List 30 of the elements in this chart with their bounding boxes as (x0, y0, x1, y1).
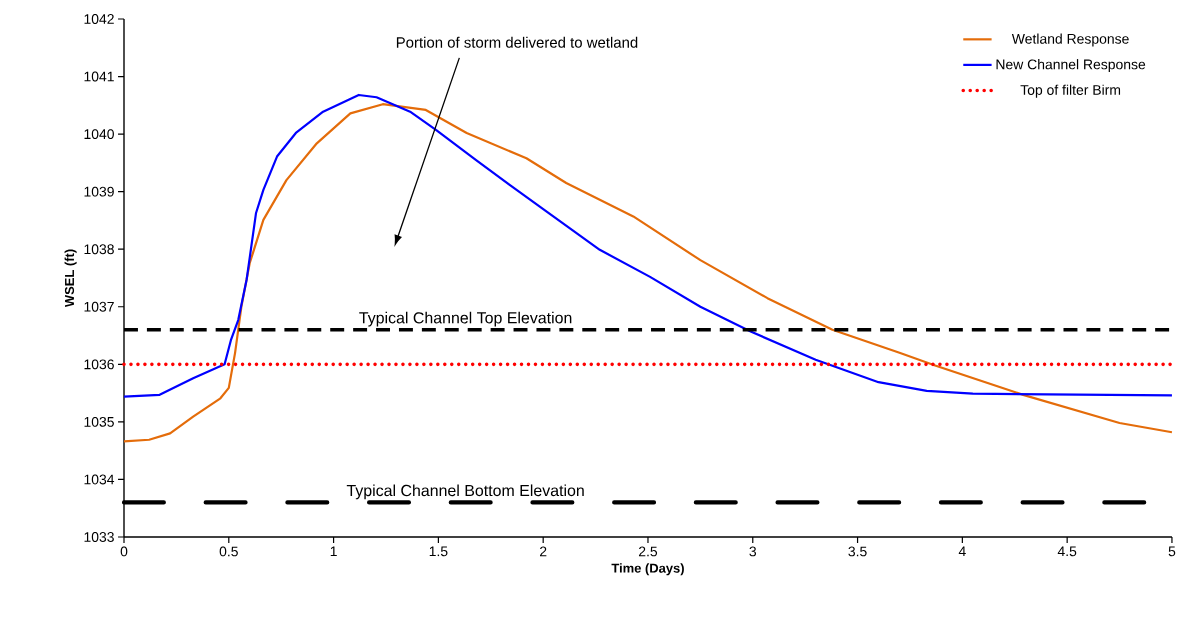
ref-line-label: Typical Channel Top Elevation (359, 311, 572, 327)
x-tick-label: 2.5 (638, 546, 658, 557)
y-tick-label: 1033 (84, 532, 114, 542)
x-tick-label: 1 (330, 546, 337, 557)
x-tick-label: 0.5 (219, 546, 238, 557)
line-series (122, 103, 1174, 443)
y-tick-label: 1034 (84, 474, 115, 485)
x-tick-label: 3 (749, 546, 757, 557)
y-tick-label: 1036 (84, 359, 114, 370)
ref-line-label: Typical Channel Bottom Elevation (346, 484, 584, 500)
legend-label: Wetland Response (1011, 33, 1129, 47)
x-tick-label: 1.5 (429, 546, 448, 557)
x-tick-label: 2 (540, 546, 547, 557)
y-tick-label: 1038 (84, 244, 114, 255)
x-tick-label: 4 (958, 546, 966, 557)
y-tick-label: 1042 (84, 14, 114, 24)
y-axis-title: WSEL (ft) (64, 249, 77, 308)
annotation: Portion of storm delivered to wetland (396, 36, 638, 48)
x-axis-title: Time (Days) (611, 563, 684, 576)
y-tick-label: 1037 (84, 301, 114, 312)
x-tick-label: 3.5 (848, 546, 867, 557)
x-tick-label: 5 (1168, 546, 1176, 557)
y-tick-label: 1035 (84, 416, 114, 427)
legend-label: Top of filter Birm (1020, 84, 1121, 98)
y-tick-label: 1040 (84, 129, 114, 140)
x-tick-label: 0 (120, 546, 128, 557)
x-tick-label: 4.5 (1057, 546, 1077, 557)
y-tick-label: 1039 (84, 186, 114, 197)
legend-label: New Channel Response (996, 59, 1146, 73)
y-tick-label: 1041 (84, 71, 114, 82)
